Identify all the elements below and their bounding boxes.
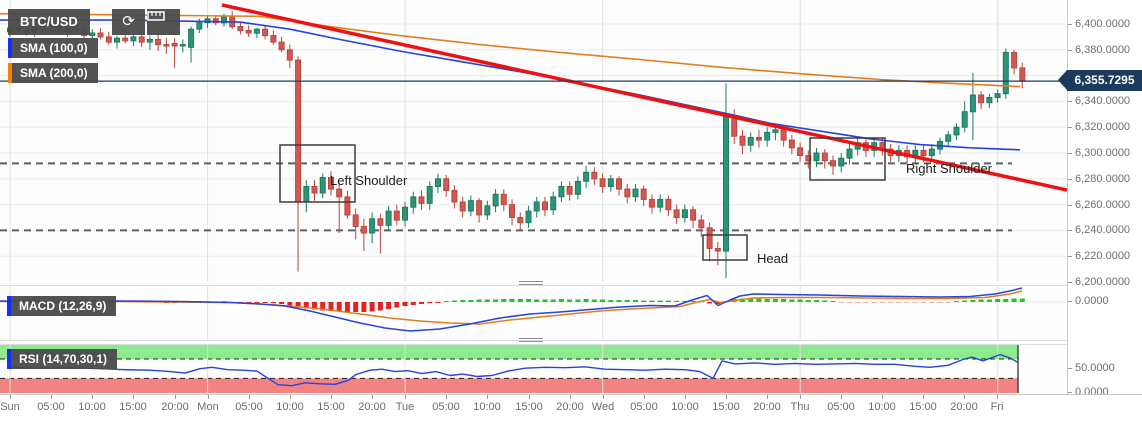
macd-panel[interactable] [0, 285, 1067, 341]
time-axis-label: 05:00 [630, 401, 658, 413]
time-axis-label: 05:00 [37, 401, 65, 413]
price-axis-label: 6,400.0000 [1075, 18, 1131, 30]
rsi-indicator-label[interactable]: RSI (14,70,30,1) [7, 349, 118, 369]
price-tick [1068, 282, 1072, 283]
price-axis-label: 6,240.0000 [1075, 224, 1131, 236]
price-tick [1068, 101, 1072, 102]
rsi-canvas[interactable] [0, 345, 1067, 394]
ruler-button[interactable] [147, 9, 180, 35]
rsi-color-bar [7, 349, 11, 369]
time-axis-label: Tue [395, 401, 415, 413]
price-tick [1068, 205, 1072, 206]
head-label[interactable]: Head [757, 251, 789, 266]
time-axis-label: 20:00 [161, 401, 189, 413]
time-axis-label: Sun [0, 401, 20, 413]
refresh-icon: ⟳ [122, 13, 135, 30]
macd-label-text: MACD (12,26,9) [19, 299, 107, 313]
panel-resize-grip-2[interactable] [519, 338, 543, 346]
time-axis-label: 15:00 [119, 401, 147, 413]
main-price-panel[interactable] [0, 0, 1067, 281]
price-tick [1068, 127, 1072, 128]
price-badge-arrow [1058, 70, 1067, 90]
macd-canvas[interactable] [0, 286, 1067, 340]
price-axis-label: 6,220.0000 [1075, 250, 1131, 262]
current-price-badge: 6,355.7295 [1067, 70, 1142, 91]
price-axis-label: 6,380.0000 [1075, 44, 1131, 56]
macd-indicator-label[interactable]: MACD (12,26,9) [7, 296, 117, 316]
left-shoulder-label[interactable]: Left Shoulder [330, 173, 408, 188]
main-chart-canvas[interactable] [0, 0, 1067, 281]
time-axis-label: Mon [197, 401, 219, 413]
price-tick [1068, 179, 1072, 180]
time-axis-label: 15:00 [712, 401, 740, 413]
time-axis-label: 05:00 [432, 401, 460, 413]
sma200-label-text: SMA (200,0) [20, 66, 88, 80]
rsi-label-text: RSI (14,70,30,1) [19, 352, 108, 366]
price-axis-label: 6,200.0000 [1075, 276, 1131, 288]
rsi-panel[interactable] [0, 344, 1067, 395]
macd-zero-label: 0.0000 [1075, 295, 1109, 307]
time-axis-label: 10:00 [473, 401, 501, 413]
price-tick [1068, 230, 1072, 231]
time-axis-label: 15:00 [317, 401, 345, 413]
price-tick [1068, 24, 1072, 25]
time-axis-label: 20:00 [950, 401, 978, 413]
time-axis-label: 05:00 [827, 401, 855, 413]
time-axis-label: 10:00 [78, 401, 106, 413]
sma200-indicator-label[interactable]: SMA (200,0) [8, 63, 98, 83]
price-tick [1068, 50, 1072, 51]
time-axis-label: 10:00 [671, 401, 699, 413]
time-axis-label: 15:00 [515, 401, 543, 413]
sma100-color-bar [8, 38, 12, 58]
price-axis-label: 6,300.0000 [1075, 147, 1131, 159]
sma200-color-bar [8, 63, 12, 83]
time-axis-label: 10:00 [276, 401, 304, 413]
macd-color-bar [7, 296, 11, 316]
time-axis-label: 05:00 [235, 401, 263, 413]
time-axis-label: Thu [790, 401, 810, 413]
time-axis-label: Wed [591, 401, 615, 413]
sma100-indicator-label[interactable]: SMA (100,0) [8, 38, 98, 58]
time-axis-label: 20:00 [358, 401, 386, 413]
price-axis-label: 6,260.0000 [1075, 199, 1131, 211]
price-axis[interactable]: 6,400.00006,380.00006,360.00006,340.0000… [1067, 0, 1142, 398]
time-axis-label: 20:00 [556, 401, 584, 413]
time-axis-label: 20:00 [753, 401, 781, 413]
sma100-label-text: SMA (100,0) [20, 41, 88, 55]
right-shoulder-label[interactable]: Right Shoulder [906, 161, 992, 176]
price-tick [1068, 256, 1072, 257]
ruler-icon [147, 11, 165, 21]
time-axis-label: 15:00 [909, 401, 937, 413]
price-tick [1068, 153, 1072, 154]
price-axis-label: 6,320.0000 [1075, 121, 1131, 133]
price-axis-label: 6,280.0000 [1075, 173, 1131, 185]
symbol-label[interactable]: BTC/USD [8, 9, 90, 35]
time-axis-label: Fri [990, 401, 1004, 413]
time-axis[interactable]: Sun 05:00 10:00 15:00 20:00 Mon 05:00 10:00 15:0… [0, 394, 1142, 424]
price-axis-label: 6,340.0000 [1075, 95, 1131, 107]
time-axis-label: 10:00 [868, 401, 896, 413]
refresh-button[interactable]: ⟳ [112, 9, 145, 35]
rsi-mid-label: 50.0000 [1075, 362, 1115, 374]
